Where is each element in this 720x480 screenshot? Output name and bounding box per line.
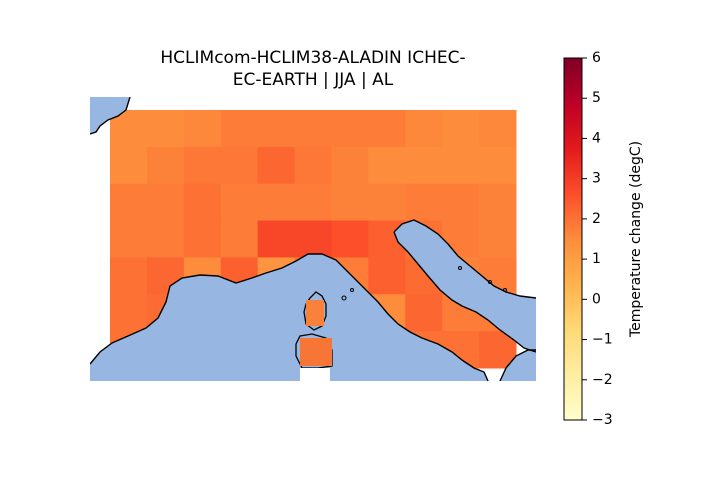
heatmap-cell (368, 257, 406, 295)
heatmap-cell (220, 220, 259, 258)
colorbar-tick-label: −2 (592, 372, 613, 388)
heatmap-cell (257, 183, 296, 222)
heatmap-cell (257, 220, 296, 258)
small-island (458, 266, 462, 270)
heatmap-cell (405, 146, 443, 185)
sea-atlantic-overlay (90, 97, 130, 134)
heatmap-cell (331, 183, 369, 222)
small-island (350, 288, 354, 292)
heatmap-cell (479, 146, 517, 185)
heatmap-cell (479, 220, 517, 258)
heatmap-cell (331, 146, 369, 185)
heatmap-cell (442, 146, 480, 185)
heatmap-cell (368, 110, 406, 148)
colorbar: 6 5 4 3 2 1 0 −1 −2 −3 Temperature change (degC) (563, 50, 644, 428)
sea-adriatic-overlay (394, 220, 536, 352)
heatmap-cell (368, 146, 406, 185)
heatmap-cell (257, 146, 296, 185)
chart-title-line1: HCLIMcom-HCLIM38-ALADIN ICHEC- (160, 48, 466, 68)
heatmap-cell (183, 183, 222, 222)
heatmap-cell (110, 294, 148, 332)
heatmap-cell (110, 146, 148, 185)
heatmap-cell (405, 110, 443, 148)
heatmap-cell (405, 183, 443, 222)
map-panel (90, 97, 536, 381)
small-island (488, 280, 492, 284)
heatmap-cell (146, 110, 185, 148)
heatmap-cell (146, 183, 185, 222)
heatmap-cell (331, 110, 369, 148)
colorbar-tick-label: 3 (592, 171, 601, 187)
heatmap-cell (183, 146, 222, 185)
heatmap-cell (442, 183, 480, 222)
heatmap-cell (294, 220, 332, 258)
heatmap-cell (294, 183, 332, 222)
colorbar-label: Temperature change (degC) (628, 141, 644, 338)
chart-title-line2: EC-EARTH | JJA | AL (232, 70, 394, 90)
heatmap-cell (110, 220, 148, 258)
sardinia-cell (300, 338, 332, 366)
colorbar-tick-label: 6 (592, 50, 601, 66)
small-island (341, 295, 347, 301)
heatmap-cell (294, 110, 332, 148)
small-island (503, 288, 507, 292)
heatmap-cell (479, 110, 517, 148)
heatmap-cell (146, 146, 185, 185)
heatmap-cell (110, 257, 148, 295)
heatmap-cell (479, 183, 517, 222)
heatmap-cell (183, 110, 222, 148)
heatmap-cell (220, 183, 259, 222)
sea-west-overlay (90, 254, 488, 381)
colorbar-gradient (563, 57, 583, 421)
sea-ionian-overlay (500, 350, 536, 381)
heatmap-cell (294, 146, 332, 185)
heatmap-cell (110, 183, 148, 222)
coastline-atlantic (90, 97, 131, 135)
coastline-mainland (90, 253, 489, 381)
heatmap-cell (257, 110, 296, 148)
colorbar-tick-label: 2 (592, 211, 601, 227)
colorbar-tick-label: 0 (592, 291, 601, 307)
coastline-adriatic (393, 219, 536, 353)
sardinia-south-land (300, 368, 330, 381)
coastline-ionian (499, 349, 536, 381)
heatmap-cell (220, 110, 259, 148)
heatmap-cell (183, 220, 222, 258)
colorbar-tick-label: −1 (592, 332, 613, 348)
colorbar-ticks: 6 5 4 3 2 1 0 −1 −2 −3 (582, 50, 613, 428)
heatmap-cell (442, 110, 480, 148)
heatmap-cell (331, 220, 369, 258)
colorbar-tick-label: 5 (592, 90, 601, 106)
colorbar-tick-label: −3 (592, 412, 613, 428)
corsica-cell (306, 300, 324, 326)
heatmap-cell (405, 294, 443, 332)
heatmap-cell (220, 146, 259, 185)
heatmap-cell (146, 220, 185, 258)
heatmap-cell (368, 183, 406, 222)
colorbar-tick-label: 1 (592, 251, 601, 267)
colorbar-tick-label: 4 (592, 130, 601, 146)
